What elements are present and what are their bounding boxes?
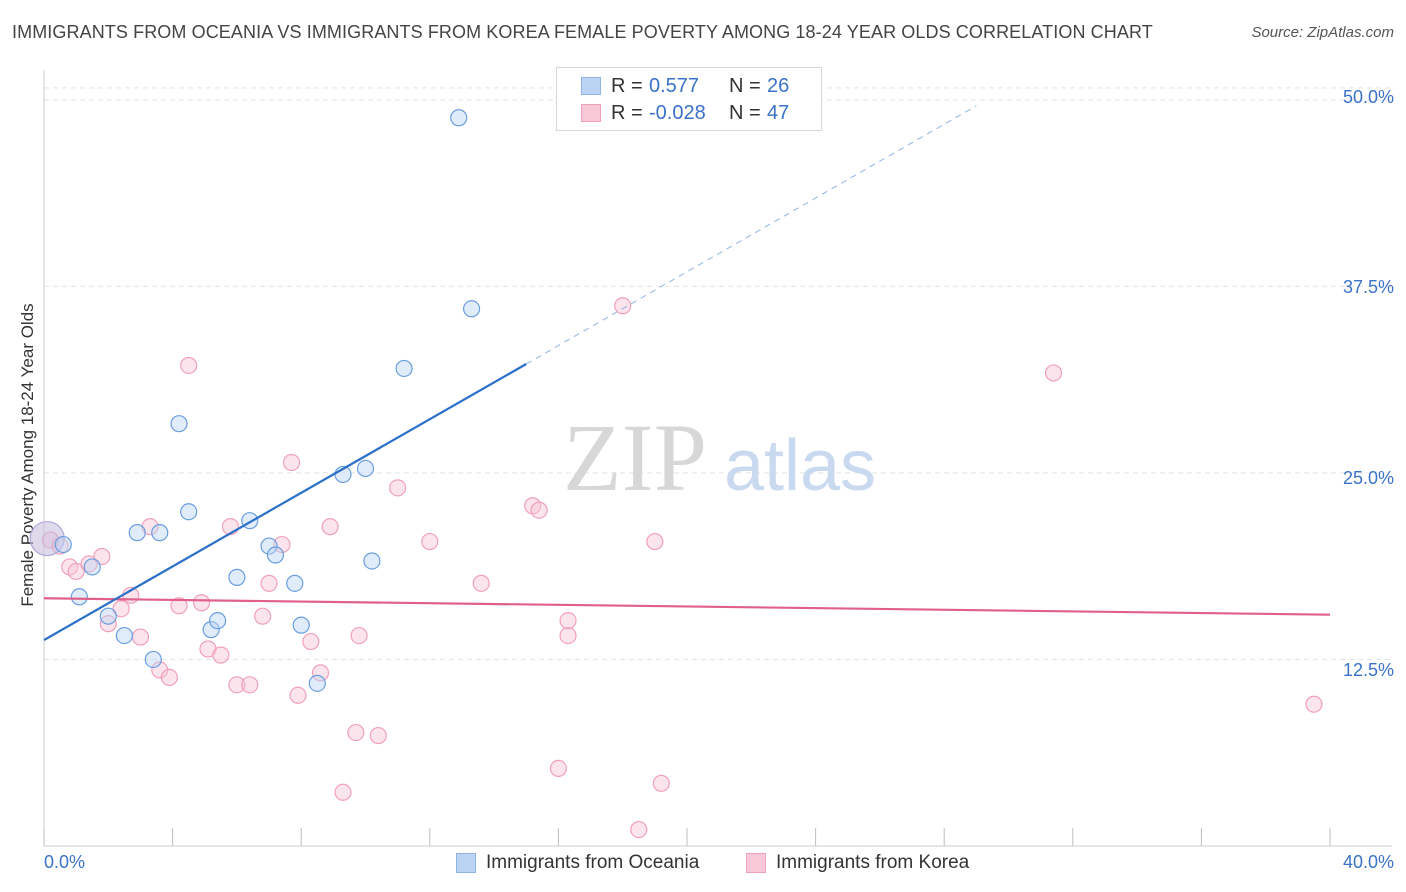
oceania-point	[266, 546, 285, 564]
y-tick-50: 50.0%	[1342, 87, 1394, 107]
grid-lines	[44, 87, 1392, 660]
oceania-point	[260, 537, 278, 555]
source-label: Source: ZipAtlas.com	[1251, 24, 1394, 41]
korea-point	[1305, 695, 1323, 713]
watermark-zip: ZIP	[563, 404, 707, 511]
korea-point	[369, 726, 387, 745]
korea-point	[389, 479, 407, 497]
korea-point	[282, 453, 301, 472]
korea-point	[630, 820, 648, 839]
trend-line-korea	[43, 597, 1331, 616]
korea-point	[311, 664, 330, 682]
bottom-legend-oceania: Immigrants from Oceania	[456, 852, 699, 874]
korea-point	[170, 597, 188, 615]
korea-point	[67, 562, 85, 581]
legend-n-label: N =	[729, 74, 761, 97]
korea-point	[228, 676, 246, 694]
bottom-legend-swatch-korea	[746, 853, 766, 873]
korea-point	[112, 600, 130, 618]
korea-point	[212, 646, 230, 664]
oceania-point	[209, 612, 227, 630]
korea-point	[260, 574, 278, 592]
y-tick-37-5: 37.5%	[1342, 277, 1394, 297]
korea-point	[273, 535, 291, 554]
oceania-point	[363, 552, 381, 570]
oceania-point	[292, 616, 310, 634]
correlation-legend: R = 0.577 N = 26 R = -0.028 N = 47	[556, 67, 822, 131]
korea-point	[254, 607, 272, 625]
trend-lines	[43, 105, 1331, 642]
korea-point	[80, 555, 98, 573]
y-tick-25: 25.0%	[1342, 468, 1394, 488]
oceania-point	[83, 558, 101, 576]
bottom-legend-korea: Immigrants from Korea	[746, 852, 969, 874]
korea-point	[131, 628, 150, 646]
oceania-point	[286, 574, 304, 592]
trend-line-oceania	[43, 363, 527, 642]
oceania-point	[170, 415, 188, 433]
x-tick-min: 0.0%	[44, 852, 86, 872]
korea-point	[192, 594, 211, 612]
korea-point	[559, 612, 577, 630]
legend-r-value: 0.577	[649, 74, 700, 97]
korea-point	[241, 676, 259, 694]
korea-point	[1044, 364, 1063, 382]
series-korea-points	[41, 297, 1323, 839]
oceania-point	[115, 626, 133, 645]
korea-point	[559, 626, 577, 645]
legend-r-value: -0.028	[649, 101, 706, 124]
x-tick-max: 40.0%	[1342, 852, 1394, 872]
korea-point	[646, 532, 664, 551]
oceania-point	[308, 674, 326, 692]
legend-n-value: 47	[767, 101, 790, 124]
korea-point	[160, 668, 178, 686]
oceania-point	[180, 503, 198, 521]
oceania-point	[202, 621, 220, 639]
chart-title: IMMIGRANTS FROM OCEANIA VS IMMIGRANTS FR…	[12, 22, 1153, 42]
legend-r-label: R =	[611, 101, 643, 124]
oceania-point	[462, 300, 481, 318]
legend-r-label: R =	[611, 74, 643, 97]
oceania-point	[228, 568, 246, 586]
korea-point	[530, 501, 548, 519]
korea-point	[421, 532, 439, 551]
oceania-point	[54, 535, 72, 554]
korea-point	[472, 574, 490, 592]
oceania-point	[450, 109, 468, 127]
bottom-legend-label-korea: Immigrants from Korea	[776, 852, 970, 873]
korea-point	[652, 774, 670, 792]
oceania-point	[70, 588, 88, 606]
bottom-legend-swatch-oceania	[456, 853, 476, 873]
y-tick-12-5: 12.5%	[1342, 660, 1394, 680]
korea-point	[321, 518, 339, 536]
legend-swatch-oceania	[581, 77, 601, 95]
korea-point	[180, 356, 198, 375]
oceania-point	[395, 359, 413, 378]
x-axis	[43, 70, 1392, 847]
korea-point	[347, 723, 365, 742]
korea-point	[549, 759, 568, 778]
korea-point	[289, 686, 307, 704]
oceania-point	[356, 459, 375, 478]
bottom-legend-label-oceania: Immigrants from Oceania	[486, 852, 700, 873]
oceania-point	[99, 607, 117, 625]
series-oceania-points	[29, 109, 481, 692]
legend-n-label: N =	[729, 101, 761, 124]
oceania-point	[128, 524, 146, 542]
watermark: ZIP atlas	[563, 404, 876, 511]
watermark-atlas: atlas	[724, 426, 876, 506]
korea-point	[302, 632, 320, 651]
korea-point	[334, 783, 352, 801]
legend-row-korea: R = -0.028 N = 47	[581, 101, 789, 125]
legend-n-value: 26	[767, 74, 790, 97]
korea-point	[614, 297, 632, 315]
oceania-point	[151, 524, 169, 542]
trend-line-oceania-extension	[526, 105, 977, 365]
korea-point	[350, 626, 368, 645]
legend-swatch-korea	[581, 104, 601, 122]
oceania-point	[144, 650, 162, 669]
legend-row-oceania: R = 0.577 N = 26	[581, 74, 789, 98]
